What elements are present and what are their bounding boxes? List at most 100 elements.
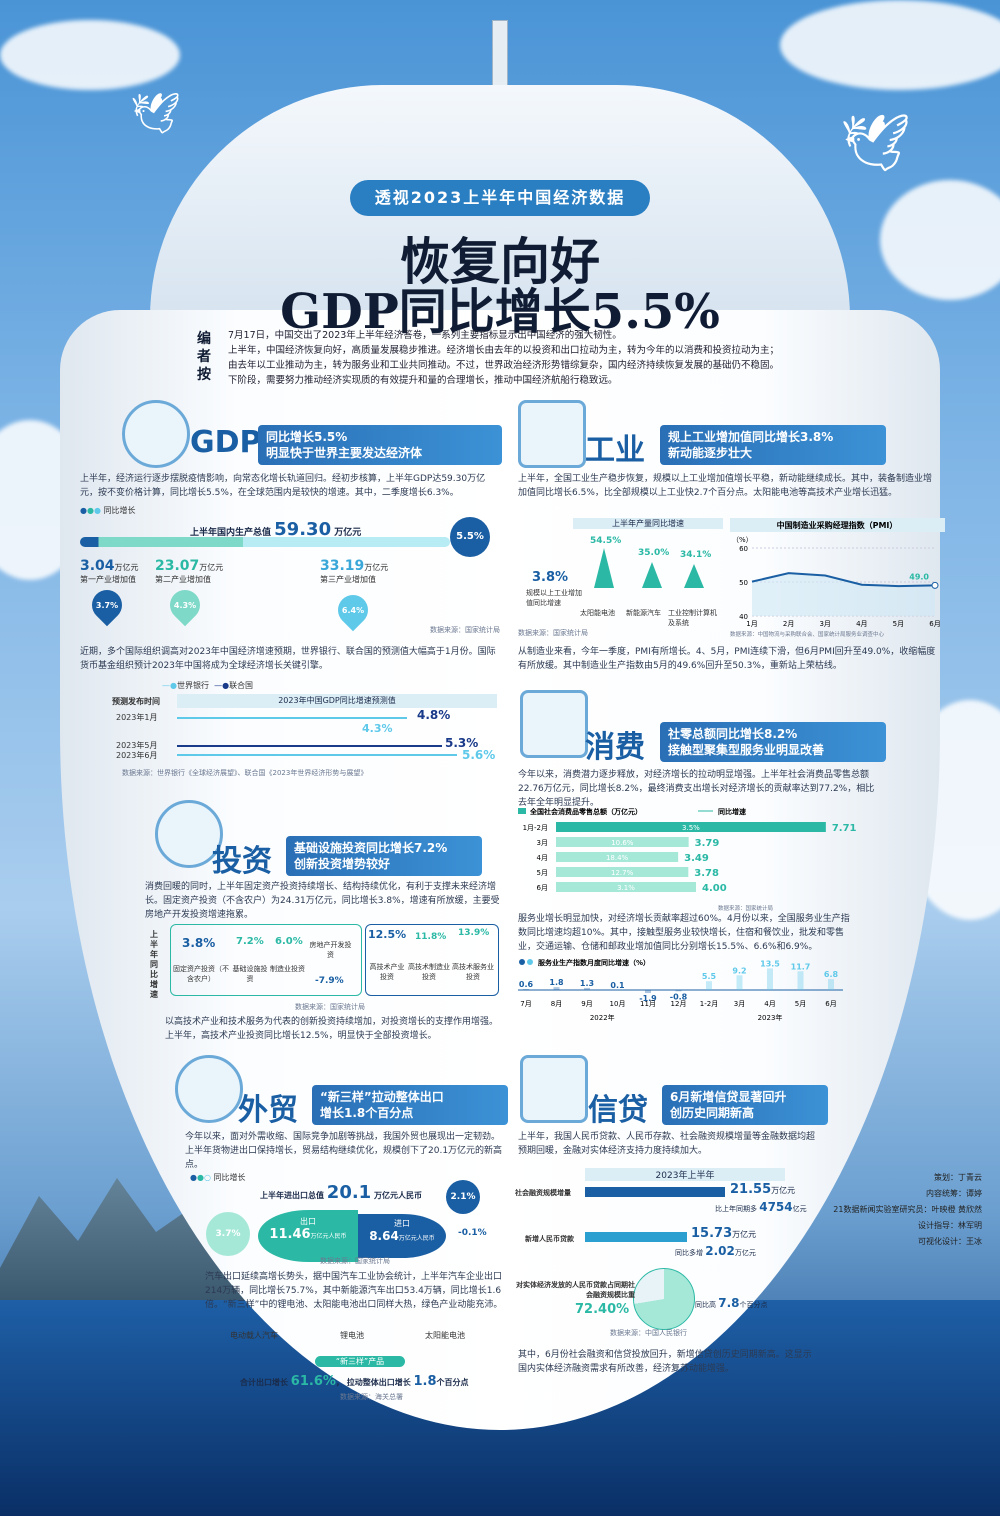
credit-row-2-sub: 同比多增 2.02万亿元	[675, 1244, 756, 1258]
gdp-item-unit: 万亿元	[114, 563, 139, 572]
credit-section-title: 信贷	[588, 1093, 648, 1128]
gdp-item-value: 33.19	[320, 558, 365, 574]
page-title-line2: GDP同比增长5.5%	[280, 284, 720, 340]
trade-total-value: 20.1	[326, 1182, 372, 1203]
retail-bar	[556, 852, 679, 862]
retail-category: 4月	[537, 854, 548, 862]
forecast-un-may: 5.3%	[445, 736, 479, 750]
service-value-label: 1.8	[549, 978, 564, 987]
forecast-source: 数据来源：世界银行《全球经济展望》、联合国《2023年世界经济形势与展望》	[122, 769, 368, 777]
credit-row-1-bar	[585, 1187, 725, 1197]
gdp-section-title: GDP	[190, 425, 262, 460]
forecast-wb-jan: 4.3%	[362, 722, 393, 735]
consumption-text2: 服务业增长明显加快，对经济增长贡献率超过60%。4月份以来，全国服务业生产指数同…	[518, 914, 850, 952]
gdp-total-bar	[80, 537, 450, 547]
trade-import-label: 进口	[394, 1219, 410, 1228]
new-three-item: 锂电池	[340, 1331, 364, 1340]
pmi-chart: 中国制造业采购经理指数（PMI） （%） 40 50 60 1月 2月 3月 4月 5月 6月 49.…	[730, 518, 945, 638]
service-value-label: 11.7	[791, 962, 811, 971]
service-year-label: 2023年	[758, 1013, 783, 1022]
forecast-row-2-line	[177, 745, 442, 747]
investment-section-title: 投资	[212, 844, 272, 879]
prod-value: 34.1%	[680, 550, 712, 560]
service-category: 1-2月	[700, 1000, 718, 1008]
consumption-headline-line1: 社零总额同比增长8.2%	[668, 727, 798, 741]
inv-hi-label: 高技术产业投资	[369, 963, 405, 981]
credit-text2: 其中，6月份社会融资和信贷投放回升，新增信贷创历史同期新高。这显示国内实体经济融…	[518, 1350, 812, 1374]
forecast-title-bar: 2023年中国GDP同比增速预测值	[177, 694, 497, 708]
gdp-legend: ●●● 同比增长	[80, 506, 136, 515]
service-category: 7月	[520, 1000, 531, 1008]
service-category: 6月	[825, 1000, 836, 1008]
pmi-ytick: 50	[739, 579, 748, 587]
pmi-title-bg	[730, 518, 945, 532]
gdp-text: 上半年，经济运行逐步摆脱疫情影响，向常态化增长轨道回归。经初步核算，上半年GDP…	[80, 474, 486, 498]
credit-ratio-pie	[633, 1268, 695, 1330]
gdp-headline: 同比增长5.5% 明显快于世界主要发达经济体	[258, 425, 502, 465]
pmi-xtick: 6月	[929, 620, 940, 628]
prod-triangle	[642, 562, 662, 588]
industry-section-title: 工业	[585, 433, 645, 468]
credit-row-sub-value: 4754	[759, 1200, 793, 1214]
forecast-row-label: 2023年5月	[116, 741, 158, 750]
retail-growth-label: 18.4%	[606, 854, 629, 862]
retail-category: 6月	[537, 884, 548, 892]
trade-total-label: 上半年进出口总值	[260, 1191, 324, 1200]
service-bar	[767, 968, 773, 990]
service-legend-dot	[527, 959, 533, 965]
pmi-source: 数据来源：中国物流与采购联合会、国家统计局服务业调查中心	[730, 630, 885, 638]
gdp-item-growth: 4.3%	[173, 600, 197, 610]
cloud	[0, 20, 180, 90]
trade-text2: 汽车出口延续高增长势头，据中国汽车工业协会统计，上半年汽车企业出口214万辆，同…	[205, 1272, 503, 1310]
pmi-xtick: 1月	[746, 620, 757, 628]
inv-hi-label: 高技术服务业投资	[452, 963, 494, 981]
credit-row-2-bar	[585, 1232, 687, 1242]
inv-hi-value: 11.8%	[415, 932, 447, 942]
cloud	[780, 0, 1000, 90]
credit-ratio-sub: 同比高 7.8个百分点	[695, 1296, 768, 1310]
trade-import-shape: 进口 8.64万亿元人民币	[358, 1214, 446, 1258]
new-three-result-value: 1.8	[413, 1374, 437, 1389]
forecast-legend-wb: 世界银行	[176, 681, 209, 690]
credit-ratio-label: 对实体经济发放的人民币贷款占同期社会融资规模比重	[516, 1281, 635, 1299]
inv-hi-label: 高技术制造业投资	[408, 963, 450, 981]
trade-export-label: 出口	[300, 1217, 316, 1226]
ship-wheel-icon	[122, 400, 190, 468]
service-bar	[553, 987, 560, 990]
inv-hi-value: 12.5%	[368, 928, 407, 941]
inv-label: 固定资产投资（不含农户）	[173, 965, 229, 983]
editor-note-label: 编 者 按	[197, 330, 217, 384]
retail-growth-label: 12.7%	[611, 869, 634, 877]
credits: 策划：丁青云 内容统筹：谭婷 21数据新闻实验室研究员：叶映橙 黄欣然 设计指导…	[833, 1170, 982, 1250]
credit-line: 策划：丁青云	[934, 1173, 982, 1182]
service-bar	[675, 990, 682, 992]
gdp-headline-line2: 明显快于世界主要发达经济体	[266, 446, 423, 460]
pmi-title: 中国制造业采购经理指数（PMI）	[777, 520, 898, 530]
inv-label: 房地产开发投资	[309, 941, 352, 959]
credit-row-label: 社会融资规模增量	[515, 1189, 571, 1197]
factory-icon	[518, 400, 586, 468]
credit-chart-title: 2023年上半年	[585, 1168, 785, 1181]
new-three-chart: 电动载人汽车 锂电池 太阳能电池 “新三样”产品 合计出口增长 61.6%， 拉…	[220, 1318, 510, 1401]
retail-bar	[556, 882, 696, 892]
credit-text: 上半年，我国人民币贷款、人民币存款、社会融资规模增量等金融数据均超预期回暖，金融…	[518, 1132, 816, 1156]
service-value-label: 5.5	[702, 972, 717, 981]
service-bar	[706, 981, 712, 990]
service-bar	[584, 987, 590, 990]
trade-total: 上半年进出口总值 20.1 万亿元人民币	[260, 1182, 422, 1203]
gdp-headline-line1: 同比增长5.5%	[266, 430, 348, 444]
industry-text: 上半年，全国工业生产稳步恢复，规模以上工业增加值增长平稳，新动能继续成长。其中，…	[518, 474, 933, 498]
trade-legend: ●●○ 同比增长	[190, 1173, 246, 1182]
trade-import-value: 8.64	[369, 1229, 399, 1243]
investment-box-2	[365, 924, 499, 996]
credit-row-sub-unit: 亿元	[792, 1205, 807, 1213]
service-category: 5月	[795, 1000, 806, 1008]
investment-chart: 上半年同比增速 3.8% 固定资产投资（不含农户） 7.2% 基础设施投资 6.…	[150, 922, 500, 1012]
industry-headline: 规上工业增加值同比增长3.8% 新动能逐步壮大	[660, 425, 886, 465]
gdp-item-growth: 6.4%	[341, 605, 365, 615]
editor-note-char: 编	[197, 331, 211, 347]
forecast-wb-jun: 5.6%	[462, 748, 496, 762]
pmi-area	[752, 573, 935, 616]
gdp-item-label: 第二产业增加值	[155, 575, 211, 584]
inv-hi-value: 13.9%	[458, 928, 490, 938]
